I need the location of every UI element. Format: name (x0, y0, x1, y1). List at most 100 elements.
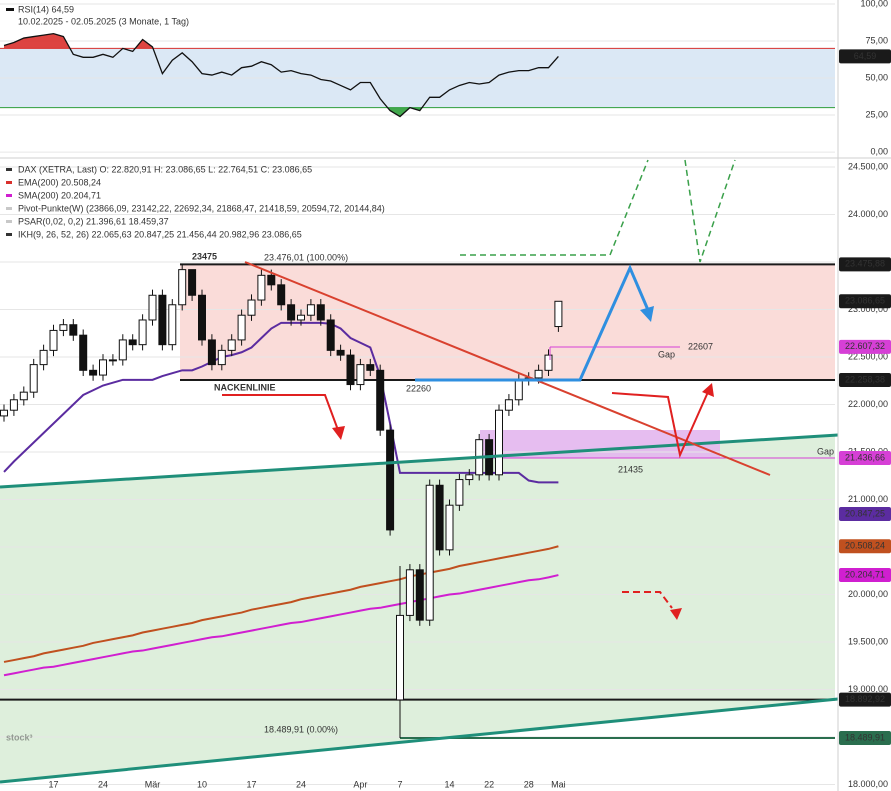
candle-body (326, 319, 335, 351)
candle-body (207, 339, 216, 366)
price-tag (839, 539, 891, 554)
candle-body (247, 299, 256, 316)
candle-body (514, 379, 523, 401)
price-tag-label: 20.204,71 (845, 569, 885, 579)
candle-body (49, 329, 58, 351)
candle-body (89, 369, 98, 376)
price-tag (839, 294, 891, 309)
legend-swatch (6, 233, 12, 236)
legend-swatch (6, 194, 12, 197)
y-tick-label: 24.500,00 (848, 161, 888, 171)
candle-body (148, 294, 157, 321)
legend-swatch (6, 220, 12, 223)
candle-body (495, 409, 503, 476)
candle-body (178, 269, 187, 306)
x-tick-label: 17 (48, 779, 58, 789)
candle-body (534, 369, 543, 379)
candle-body (168, 304, 177, 346)
x-tick-label: 28 (524, 779, 534, 789)
y-tick-label: 0,00 (870, 146, 888, 156)
candle-body (128, 339, 137, 346)
resistance-zone (180, 264, 835, 380)
x-tick-label: 14 (444, 779, 454, 789)
candle-body (29, 364, 38, 393)
arrow (622, 591, 673, 609)
price-tag-label: 22.258,38 (845, 374, 885, 384)
x-tick-label: Mai (551, 779, 566, 789)
candle-body (346, 354, 355, 386)
watermark: stock³ (6, 732, 33, 742)
candle-body (316, 304, 325, 321)
candle-body (237, 314, 246, 341)
price-tag-label: 20.847,25 (845, 508, 885, 518)
legend-entry: SMA(200) 20.204,71 (18, 190, 101, 200)
candle-body (366, 364, 375, 371)
candle-body (39, 349, 48, 366)
candle-body (267, 274, 276, 286)
price-tag (839, 451, 891, 466)
price-tag (839, 257, 891, 272)
price-tag-label: 64,59 (854, 51, 877, 61)
price-tag-label: 18.892,92 (845, 694, 885, 704)
scenario-path (415, 264, 650, 382)
legend-entry: IKH(9, 26, 52, 26) 22.065,63 20.847,25 2… (18, 229, 302, 239)
candle-body (198, 294, 206, 341)
legend-entry: PSAR(0,02, 0,2) 21.396,61 18.459,37 (18, 216, 169, 226)
x-tick-label: Mär (145, 779, 161, 789)
annotation: 23.476,01 (100.00%) (264, 252, 348, 262)
y-tick-label: 18.000,00 (848, 779, 888, 789)
price-tag-label: 22.607,32 (845, 341, 885, 351)
candle-body (386, 429, 395, 531)
candle-body (376, 369, 385, 431)
chart-title: RSI(14) 64,59 (18, 4, 74, 14)
arrow-head (670, 608, 682, 620)
annotation: Gap (817, 446, 834, 456)
y-tick-label: 21.000,00 (848, 494, 888, 504)
candle-body (9, 399, 18, 411)
x-tick-label: Apr (353, 779, 367, 789)
annotation: 23475 (192, 251, 217, 261)
legend-swatch (6, 207, 12, 210)
indicator-line (3, 574, 559, 677)
y-tick-label: 24.000,00 (848, 209, 888, 219)
price-tag (839, 692, 891, 707)
candle-body (465, 474, 474, 481)
candle-body (287, 304, 296, 321)
arrow (611, 391, 709, 459)
label-layer: 100,00 75,00 50,00 25,00 0,00 64,59 RSI(14) 64… (6, 0, 891, 789)
candle-body (79, 334, 88, 371)
candle-body (19, 391, 28, 401)
candle-body (415, 569, 424, 621)
legend-swatch (6, 8, 14, 11)
candle-body (108, 359, 117, 362)
candle-body (257, 274, 266, 301)
annotation: NACKENLINIE (214, 382, 276, 392)
arrow-head (702, 383, 714, 397)
x-tick-label: 24 (98, 779, 108, 789)
price-tag (839, 730, 891, 745)
drawings (0, 159, 839, 784)
legend-swatch (6, 168, 12, 171)
legend-entry: Pivot-Punkte(W) (23866,09, 23142,22, 226… (18, 203, 385, 213)
x-tick-label: 10 (197, 779, 207, 789)
y-tick-label: 22.500,00 (848, 351, 888, 361)
price-tag-label: 23.086,65 (845, 296, 885, 306)
candle-body (158, 294, 167, 346)
y-tick-label: 20.000,00 (848, 589, 888, 599)
y-tick-label: 100,00 (860, 0, 888, 8)
arrow-head (640, 306, 654, 322)
candle-body (306, 304, 315, 316)
candle-body (445, 504, 454, 551)
legend-entry: EMA(200) 20.508,24 (18, 177, 101, 187)
y-tick-label: 22.000,00 (848, 399, 888, 409)
trendline (0, 433, 839, 489)
price-tag (839, 507, 891, 522)
x-tick-label: 24 (296, 779, 306, 789)
trendline (244, 261, 771, 476)
candle-body (0, 409, 8, 417)
indicator-line (3, 321, 559, 484)
candle-body (554, 300, 563, 328)
y-tick-label: 25,00 (865, 109, 888, 119)
candle-body (455, 479, 464, 506)
